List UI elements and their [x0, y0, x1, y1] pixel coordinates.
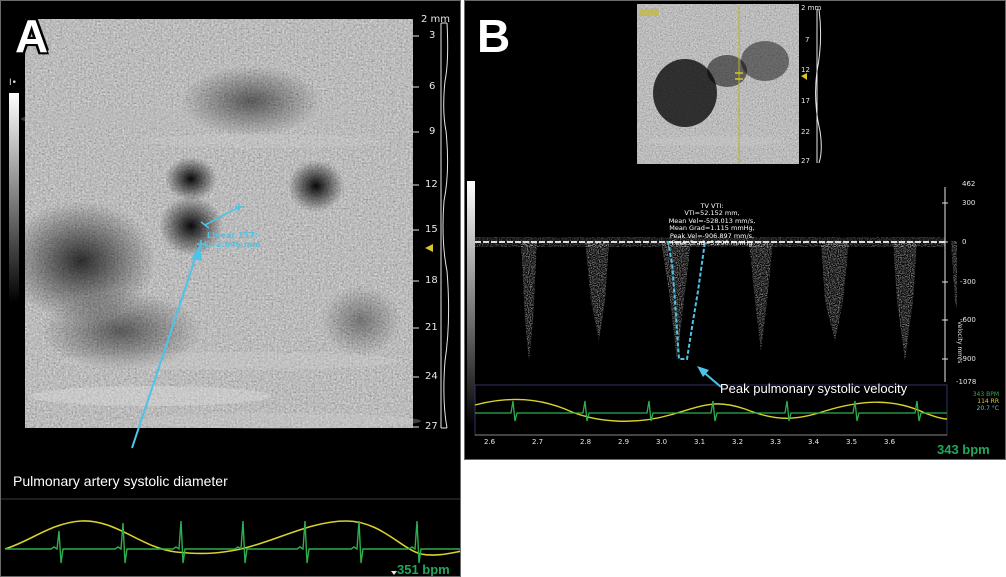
velocity-tick-label: -600 — [960, 316, 976, 324]
time-tick-label: 3.0 — [656, 438, 668, 446]
vti-line: Peak Vel=-906.897 mm/s, — [669, 231, 755, 240]
depth-tick-label-b: 27 — [801, 157, 810, 165]
velocity-tick-label: 300 — [962, 199, 976, 207]
annotation-arrow-a — [131, 245, 202, 449]
panel-a-letter: A — [15, 10, 49, 62]
depth-tick-label-a: 24 — [425, 371, 438, 382]
measurement-name: Linear 157: — [207, 231, 258, 240]
time-tick-label: 3.6 — [884, 438, 896, 446]
vti-line: Peak Grad=3.290 mmHg — [671, 239, 753, 248]
vti-line: Mean Grad=1.115 mmHg, — [669, 224, 755, 233]
time-tick-label: 2.7 — [532, 438, 544, 446]
vti-readout: TV VTI: VTI=52.152 mm, Mean Vel=-528.013… — [657, 202, 767, 248]
time-tick-label: 3.2 — [732, 438, 744, 446]
velocity-tick-label: -900 — [960, 355, 976, 363]
depth-tick-label-b: 7 — [805, 36, 810, 44]
depth-tick-label-a: 9 — [429, 126, 436, 137]
vti-line: Mean Vel=-528.013 mm/s, — [668, 216, 756, 225]
vti-line: VTI=52.152 mm, — [684, 209, 740, 218]
heart-rate-b: 343 bpm — [937, 442, 990, 457]
velocity-tick-label: 462 — [962, 180, 976, 188]
focus-marker-a — [425, 244, 433, 252]
panel-a-image-svg: I• — [1, 19, 460, 575]
ecg-readout-rr: 114 RR — [977, 398, 999, 405]
depth-tick-label-a: 15 — [425, 224, 438, 235]
vti-trace — [667, 240, 706, 360]
time-tick-label: 2.9 — [618, 438, 630, 446]
time-tick-label: 3.5 — [846, 438, 858, 446]
depth-unit-label-b: 2 mm — [801, 4, 822, 12]
time-tick-label: 3.3 — [770, 438, 782, 446]
depth-scale-a — [440, 22, 450, 429]
annotation-arrow-b — [697, 366, 722, 388]
depth-tick-label-b: 12 — [801, 66, 810, 74]
depth-scale-b — [815, 8, 822, 164]
velocity-tick-label: -300 — [960, 278, 976, 286]
panel-b-letter: B — [477, 10, 511, 62]
velocity-tick-label: 0 — [962, 238, 967, 246]
velocity-axis — [942, 187, 948, 382]
heart-rate-a: 351 bpm — [397, 562, 450, 577]
panel-b-doppler: B 2 mm 7 12 17 22 27 462 300 0 -300 -600… — [464, 0, 1006, 460]
annotation-label-a: Pulmonary artery systolic diameter — [13, 473, 228, 489]
time-tick-label: 3.1 — [694, 438, 706, 446]
ecg-readout-bpm: 343 BPM — [972, 391, 999, 398]
time-tick-label: 2.8 — [580, 438, 592, 446]
depth-tick-label-b: 22 — [801, 128, 810, 136]
measurement-value: L=2.646 mm — [204, 240, 261, 249]
annotation-label-b: Peak pulmonary systolic velocity — [720, 381, 908, 396]
caliper-measurement — [197, 203, 243, 248]
panel-b-image-svg — [467, 4, 957, 436]
grayscale-bar — [9, 93, 19, 303]
depth-unit-label-a: 2 mm — [421, 14, 451, 25]
depth-tick-label-a: 27 — [425, 421, 438, 432]
ecg-trace-b — [475, 400, 947, 422]
depth-tick-label-a: 12 — [425, 179, 438, 190]
grayscale-bar-b — [467, 181, 475, 426]
respiration-trace-a — [4, 520, 460, 556]
panel-a-ultrasound: I• — [0, 0, 461, 577]
ecg-readout-temp: 20.7 °C — [976, 405, 999, 412]
vti-line: TV VTI: — [700, 202, 724, 210]
velocity-axis-label: Velocity mm/s — [956, 321, 963, 364]
time-tick-label: 2.6 — [484, 438, 496, 446]
depth-tick-label-a: 3 — [429, 30, 436, 41]
depth-tick-label-a: 18 — [425, 275, 438, 286]
svg-text:I•: I• — [9, 78, 17, 88]
ecg-trace-a — [5, 520, 460, 564]
time-tick-label: 3.4 — [808, 438, 820, 446]
depth-ticks-a — [413, 35, 419, 428]
depth-tick-label-a: 6 — [429, 81, 436, 92]
focus-marker-b — [801, 73, 807, 80]
velocity-tick-label: -1078 — [956, 378, 977, 386]
depth-tick-label-a: 21 — [425, 322, 438, 333]
depth-tick-label-b: 17 — [801, 97, 810, 105]
